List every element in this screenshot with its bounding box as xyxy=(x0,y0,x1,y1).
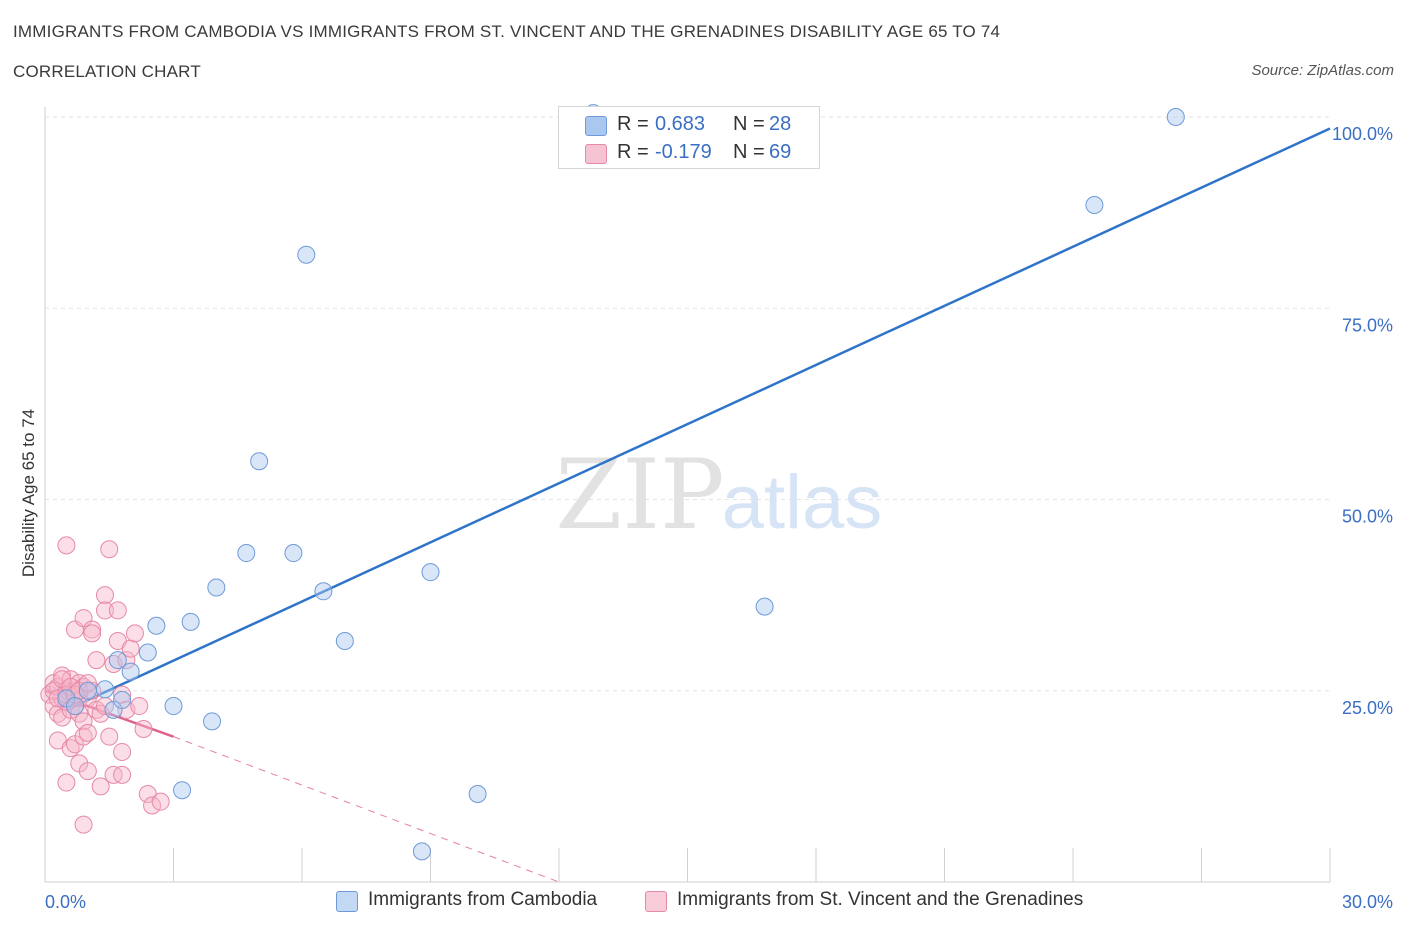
source-label: Source: ZipAtlas.com xyxy=(1251,62,1394,79)
data-point-st-vincent xyxy=(95,601,114,620)
y-tick-label: 75.0% xyxy=(1342,315,1393,335)
data-point-cambodia xyxy=(314,582,333,601)
data-point-cambodia xyxy=(250,452,269,471)
data-point-st-vincent xyxy=(57,536,76,555)
legend-n-value: 69 xyxy=(769,141,792,163)
data-point-cambodia xyxy=(65,697,84,716)
data-point-cambodia xyxy=(237,544,256,563)
data-point-st-vincent xyxy=(100,727,119,746)
watermark: ZIP atlas xyxy=(555,439,882,551)
data-point-cambodia xyxy=(335,632,354,651)
data-point-cambodia xyxy=(173,781,192,800)
trend-line xyxy=(65,127,1331,712)
watermark-zip: ZIP xyxy=(555,439,724,551)
data-point-st-vincent xyxy=(57,773,76,792)
grid-lines xyxy=(45,116,1330,692)
bottom-legend-swatch-pink xyxy=(645,891,667,912)
data-point-cambodia xyxy=(297,245,316,264)
data-point-cambodia xyxy=(78,681,97,700)
data-point-st-vincent xyxy=(130,697,149,716)
data-point-cambodia xyxy=(1166,108,1185,126)
data-point-cambodia xyxy=(203,712,222,731)
data-point-st-vincent xyxy=(100,540,119,559)
legend-r-value: 0.683 xyxy=(655,113,706,135)
y-tick-label: 50.0% xyxy=(1342,507,1393,527)
legend-r-label: R = xyxy=(617,141,649,163)
trend-line xyxy=(173,736,560,883)
data-point-st-vincent xyxy=(83,620,102,639)
data-point-st-vincent xyxy=(74,712,93,731)
x-tick-label: 0.0% xyxy=(45,892,86,912)
data-point-cambodia xyxy=(147,616,166,635)
x-tick-label: 30.0% xyxy=(1342,892,1393,912)
data-point-cambodia xyxy=(468,785,487,804)
legend-swatch-pink xyxy=(585,144,607,164)
watermark-atlas: atlas xyxy=(722,460,883,545)
correlation-legend: R = 0.683 N = 28 R = -0.179 N = 69 xyxy=(558,106,820,169)
data-point-cambodia xyxy=(412,842,431,861)
data-point-st-vincent xyxy=(78,723,97,742)
data-point-st-vincent xyxy=(78,674,97,693)
data-point-cambodia xyxy=(108,651,127,670)
data-point-st-vincent xyxy=(113,742,132,761)
data-points xyxy=(40,104,1185,861)
data-point-cambodia xyxy=(138,643,157,662)
data-point-cambodia xyxy=(121,662,140,681)
legend-swatch-blue xyxy=(585,116,607,136)
y-tick-label: 25.0% xyxy=(1342,698,1393,718)
data-point-cambodia xyxy=(284,544,303,563)
data-point-st-vincent xyxy=(95,586,114,605)
data-point-st-vincent xyxy=(134,720,153,738)
y-axis-label: Disability Age 65 to 74 xyxy=(19,409,38,577)
data-point-cambodia xyxy=(113,690,132,709)
data-point-cambodia xyxy=(755,597,774,616)
axes xyxy=(44,107,1331,883)
data-point-st-vincent xyxy=(74,815,93,834)
data-point-cambodia xyxy=(207,578,226,597)
data-point-cambodia xyxy=(95,680,114,699)
data-point-st-vincent xyxy=(83,624,102,643)
bottom-legend-label: Immigrants from Cambodia xyxy=(368,889,598,910)
data-point-cambodia xyxy=(1085,195,1104,214)
tick-labels: 25.0% 50.0% 75.0% 100.0% 0.0% 30.0% xyxy=(45,124,1393,912)
chart-subtitle: CORRELATION CHART xyxy=(13,62,201,81)
bottom-legend-swatch-blue xyxy=(336,891,358,912)
legend-r-label: R = xyxy=(617,113,649,135)
legend-r-value: -0.179 xyxy=(655,141,712,163)
data-point-st-vincent xyxy=(113,765,132,784)
bottom-legend-label: Immigrants from St. Vincent and the Gren… xyxy=(677,889,1084,910)
data-point-cambodia xyxy=(164,697,183,716)
data-point-st-vincent xyxy=(151,792,170,811)
data-point-st-vincent xyxy=(125,624,144,643)
data-point-cambodia xyxy=(181,612,200,631)
chart-title: IMMIGRANTS FROM CAMBODIA VS IMMIGRANTS F… xyxy=(13,22,1001,41)
legend-n-label: N = xyxy=(733,113,765,135)
data-point-st-vincent xyxy=(87,651,106,670)
data-point-st-vincent xyxy=(108,601,127,620)
data-point-st-vincent xyxy=(78,762,97,781)
y-tick-label: 100.0% xyxy=(1332,124,1393,144)
legend-n-label: N = xyxy=(733,141,765,163)
data-point-cambodia xyxy=(421,563,440,582)
data-point-st-vincent xyxy=(91,777,110,796)
data-point-st-vincent xyxy=(143,796,162,815)
legend-n-value: 28 xyxy=(769,113,792,135)
